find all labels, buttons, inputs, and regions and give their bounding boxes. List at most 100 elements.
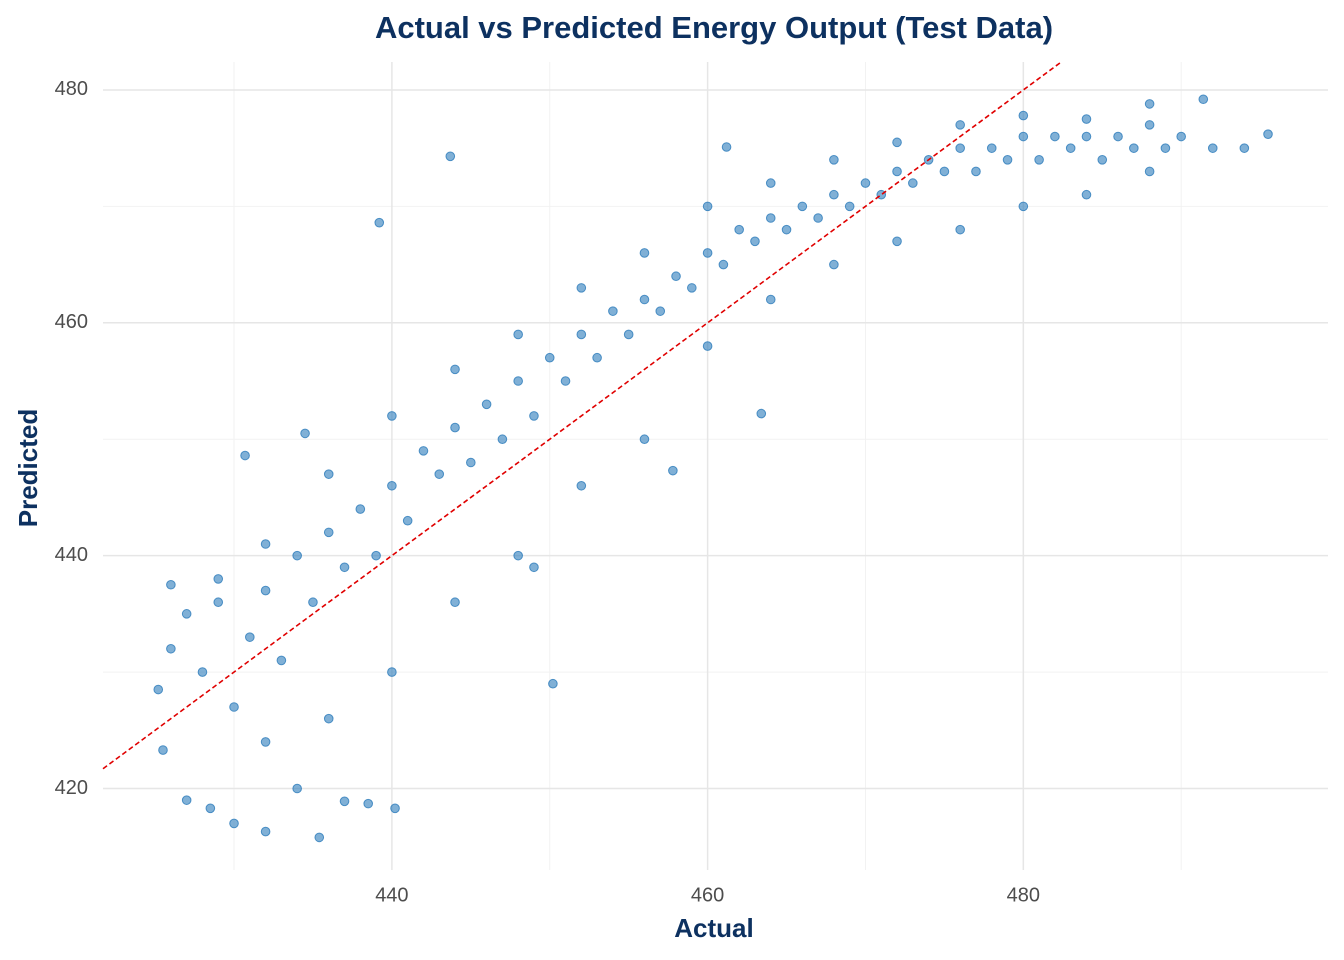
point [971, 166, 981, 177]
point [718, 259, 729, 270]
point [434, 469, 445, 479]
point [1018, 131, 1029, 142]
point [721, 142, 732, 152]
point [765, 213, 776, 223]
chart-title: Actual vs Predicted Energy Output (Test … [375, 10, 1053, 45]
point [339, 796, 350, 807]
point [1113, 131, 1123, 142]
point [260, 585, 271, 596]
point [955, 120, 965, 130]
point [702, 201, 713, 212]
point [260, 826, 271, 837]
point [529, 411, 539, 421]
point [1081, 189, 1092, 200]
point [1065, 143, 1076, 153]
y-tick-label: 480 [55, 78, 88, 100]
point [229, 818, 239, 829]
point [205, 803, 216, 814]
point [181, 609, 192, 619]
point [355, 504, 366, 514]
point [181, 795, 192, 805]
point [986, 143, 997, 153]
point [1034, 154, 1044, 165]
point [387, 480, 397, 491]
y-tick-label: 440 [55, 544, 88, 566]
point [497, 434, 508, 445]
point [813, 213, 823, 223]
point [529, 562, 539, 573]
point [702, 341, 713, 351]
point [450, 422, 460, 433]
point [314, 832, 325, 843]
point [229, 702, 239, 712]
point [213, 597, 224, 608]
point [1144, 99, 1155, 109]
point [1144, 120, 1155, 130]
y-axis-label: Predicted [13, 409, 43, 528]
point [1018, 110, 1029, 121]
point [371, 550, 381, 561]
point [1050, 131, 1060, 142]
point [734, 224, 744, 235]
point [756, 408, 767, 419]
point [623, 329, 634, 340]
point [687, 283, 697, 293]
point [829, 154, 839, 165]
point [829, 259, 839, 270]
point [323, 469, 334, 479]
point [702, 248, 713, 258]
point [300, 428, 310, 439]
point [1263, 129, 1273, 139]
point [390, 803, 400, 814]
point [363, 798, 374, 809]
point [158, 745, 168, 755]
point [166, 643, 176, 654]
point [339, 562, 350, 573]
point [576, 480, 587, 491]
x-tick-label: 480 [1007, 884, 1040, 906]
point [450, 364, 460, 375]
point [513, 376, 523, 386]
point [1144, 166, 1155, 177]
point [750, 236, 760, 247]
point [513, 550, 523, 561]
point [892, 137, 902, 148]
point [308, 597, 318, 608]
point [402, 515, 413, 526]
x-tick-label: 460 [691, 884, 724, 906]
point [418, 446, 429, 456]
point [1198, 94, 1209, 105]
point [1176, 131, 1186, 142]
point [1239, 143, 1250, 153]
point [1129, 143, 1139, 153]
point [655, 306, 666, 316]
identity-line [102, 61, 1062, 770]
point [608, 306, 618, 316]
point [892, 236, 902, 247]
point [240, 450, 250, 461]
point [1207, 143, 1218, 153]
point [245, 632, 255, 642]
x-tick-label: 440 [375, 884, 408, 906]
point [781, 224, 792, 235]
point [955, 143, 965, 153]
point [166, 579, 176, 590]
x-axis-label: Actual [674, 913, 753, 943]
point [213, 574, 224, 584]
point [481, 399, 492, 410]
point [1097, 154, 1108, 165]
point [1081, 131, 1092, 142]
point [592, 352, 602, 363]
point [765, 294, 776, 305]
point [323, 713, 334, 724]
point [639, 294, 650, 305]
point [560, 376, 571, 386]
point [765, 178, 776, 188]
point [939, 166, 950, 177]
point [576, 329, 587, 340]
y-tick-label: 420 [55, 777, 88, 799]
point [292, 550, 302, 561]
point [829, 189, 839, 200]
point [260, 539, 271, 549]
